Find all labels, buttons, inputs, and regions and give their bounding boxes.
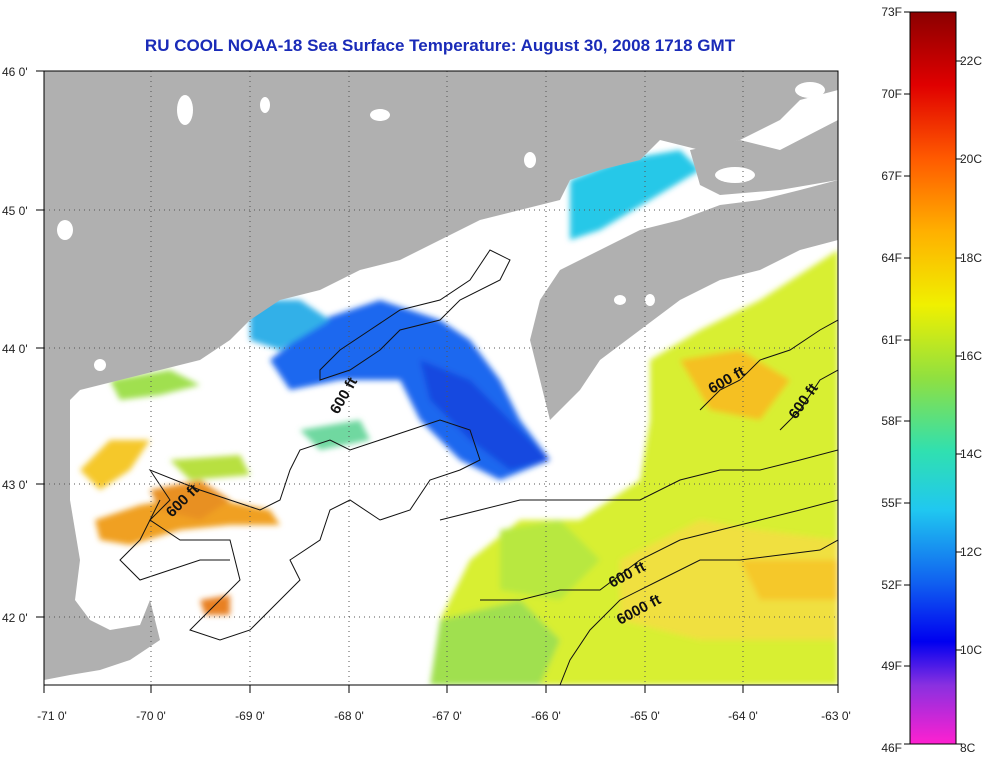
axis-ticks (36, 70, 839, 693)
lon-label: -71 0' (37, 709, 67, 723)
lat-label: 42 0' (2, 611, 28, 625)
cb-c-label: 8C (960, 741, 976, 755)
cb-f-label: 73F (881, 5, 902, 19)
lon-label: -67 0' (432, 709, 462, 723)
lat-label: 45 0' (2, 204, 28, 218)
cb-f-label: 64F (881, 251, 902, 265)
colorbar-fahrenheit-labels: 73F 70F 67F 64F 61F 58F 55F 52F 49F 46F (881, 5, 902, 755)
cb-c-label: 22C (960, 54, 982, 68)
lon-label: -63 0' (821, 709, 851, 723)
longitude-labels: -71 0' -70 0' -69 0' -68 0' -67 0' -66 0… (37, 709, 851, 723)
lat-label: 43 0' (2, 478, 28, 492)
depth-contours (119, 249, 838, 685)
cb-c-label: 16C (960, 349, 982, 363)
cb-f-label: 46F (881, 741, 902, 755)
cb-c-label: 14C (960, 447, 982, 461)
lon-label: -65 0' (630, 709, 660, 723)
cb-f-label: 58F (881, 414, 902, 428)
cb-c-label: 20C (960, 152, 982, 166)
cb-f-label: 61F (881, 333, 902, 347)
lon-label: -70 0' (136, 709, 166, 723)
cb-c-label: 18C (960, 251, 982, 265)
colorbar-celsius-labels: 22C 20C 18C 16C 14C 12C 10C 8C (960, 54, 982, 755)
lon-label: -66 0' (531, 709, 561, 723)
inland-lakes (57, 82, 825, 371)
cb-f-label: 49F (881, 659, 902, 673)
cb-f-label: 52F (881, 578, 902, 592)
cb-c-label: 12C (960, 545, 982, 559)
map-title: RU COOL NOAA-18 Sea Surface Temperature:… (144, 36, 736, 55)
cb-c-label: 10C (960, 643, 982, 657)
latitude-labels: 46 0' 45 0' 44 0' 43 0' 42 0' (2, 65, 28, 625)
colorbar-ticks (904, 11, 962, 745)
lat-label: 46 0' (2, 65, 28, 79)
lon-label: -68 0' (334, 709, 364, 723)
cb-f-label: 70F (881, 87, 902, 101)
lon-label: -64 0' (728, 709, 758, 723)
cb-f-label: 55F (881, 496, 902, 510)
sst-field (80, 150, 838, 685)
lat-label: 44 0' (2, 342, 28, 356)
lon-label: -69 0' (235, 709, 265, 723)
temperature-colorbar (909, 11, 957, 745)
cb-f-label: 67F (881, 169, 902, 183)
